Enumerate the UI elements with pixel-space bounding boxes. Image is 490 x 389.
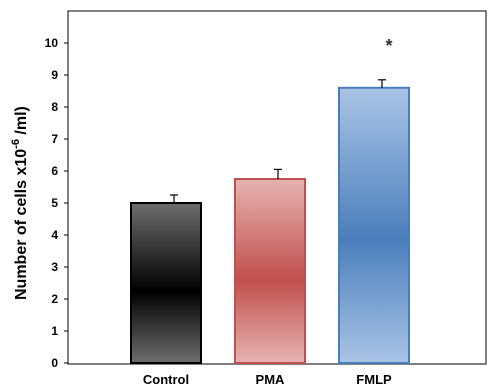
- annotations: *: [385, 36, 392, 56]
- category-label-control: Control: [143, 372, 189, 387]
- y-tick-label-1: 1: [51, 324, 58, 338]
- y-tick-label-7: 7: [51, 132, 58, 146]
- y-tick-label-2: 2: [51, 292, 58, 306]
- bar-control: [130, 202, 202, 364]
- y-tick-label-5: 5: [51, 196, 58, 210]
- y-tick-label-10: 10: [45, 36, 59, 50]
- bars: [130, 86, 410, 365]
- category-label-fmlp: FMLP: [356, 372, 392, 387]
- bar-fmlp: [338, 86, 410, 365]
- y-axis-title: Number of cells x10-6 /ml): [10, 106, 30, 300]
- y-axis-title-exponent: -6: [10, 139, 22, 149]
- y-tick-label-9: 9: [51, 68, 58, 82]
- y-axis-title-mantissa: 10: [13, 149, 30, 167]
- y-axis-title-unit: /ml): [13, 106, 30, 139]
- category-label-pma: PMA: [256, 372, 286, 387]
- y-tick-label-8: 8: [51, 100, 58, 114]
- y-tick-label-0: 0: [51, 356, 58, 370]
- y-tick-label-6: 6: [51, 164, 58, 178]
- bar-pma: [234, 178, 306, 364]
- y-axis-title-base: Number of cells x: [13, 167, 30, 300]
- significance-marker-0: *: [385, 36, 392, 56]
- y-tick-label-4: 4: [51, 228, 58, 242]
- category-labels: Control PMA FMLP: [143, 372, 392, 387]
- y-tick-label-3: 3: [51, 260, 58, 274]
- y-tick-labels: 0 1 2 3 4 5 6 7 8 9 10: [45, 36, 68, 370]
- error-bars: [170, 79, 386, 203]
